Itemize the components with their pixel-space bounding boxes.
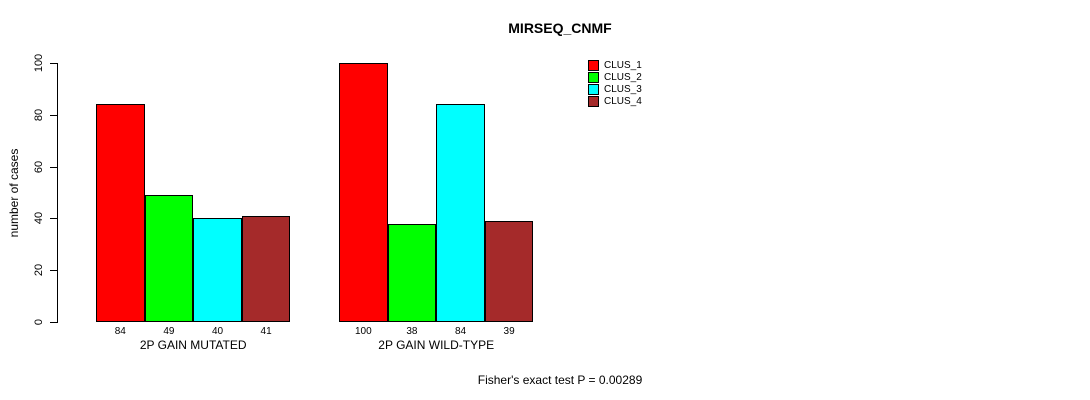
bar-value-label: 40 <box>211 326 224 337</box>
legend-swatch-icon <box>588 84 599 95</box>
y-axis-tick-label: 0 <box>33 318 45 326</box>
bar-clus_2-1 <box>144 195 194 322</box>
chart-title: MIRSEQ_CNMF <box>508 20 612 36</box>
legend-swatch-icon <box>588 60 599 71</box>
y-axis-tick <box>50 218 57 220</box>
footer-annotation: Fisher's exact test P = 0.00289 <box>477 373 643 387</box>
legend-label: CLUS_1 <box>604 60 642 71</box>
bar-clus_4-1 <box>241 215 291 322</box>
legend-label: CLUS_2 <box>604 72 642 83</box>
legend-label: CLUS_4 <box>604 96 642 107</box>
y-axis-tick <box>50 63 57 64</box>
bar-clus_1-2 <box>339 63 388 322</box>
y-axis-tick-label: 100 <box>33 53 45 73</box>
bar-value-label: 100 <box>354 326 372 337</box>
bar-value-label: 41 <box>260 326 272 337</box>
bar-value-label: 39 <box>503 326 515 337</box>
legend-swatch-icon <box>588 72 599 83</box>
y-axis-tick-label: 80 <box>33 108 45 121</box>
y-axis-tick <box>50 166 57 168</box>
bar-value-label: 84 <box>454 326 467 337</box>
y-axis-line <box>57 63 58 323</box>
bar-value-label: 49 <box>163 326 175 337</box>
bar-clus_3-1 <box>193 218 242 322</box>
y-axis-tick <box>50 114 57 116</box>
y-axis-tick-label: 40 <box>33 212 45 225</box>
bar-value-label: 84 <box>114 326 126 337</box>
x-group-label: 2P GAIN MUTATED <box>139 338 247 352</box>
bar-clus_1-1 <box>96 104 145 322</box>
y-axis-tick-label: 60 <box>33 160 45 173</box>
y-axis-tick-label: 20 <box>33 264 45 277</box>
y-axis-tick <box>50 322 57 323</box>
y-axis-title: number of cases <box>7 148 21 238</box>
bar-value-label: 38 <box>406 326 418 337</box>
legend-swatch-icon <box>588 96 599 107</box>
x-group-label: 2P GAIN WILD-TYPE <box>378 338 495 352</box>
bar-clus_3-2 <box>436 104 485 322</box>
legend-label: CLUS_3 <box>604 84 642 95</box>
y-axis-tick <box>50 270 57 272</box>
bar-clus_4-2 <box>484 220 534 322</box>
bar-clus_2-2 <box>387 223 437 322</box>
